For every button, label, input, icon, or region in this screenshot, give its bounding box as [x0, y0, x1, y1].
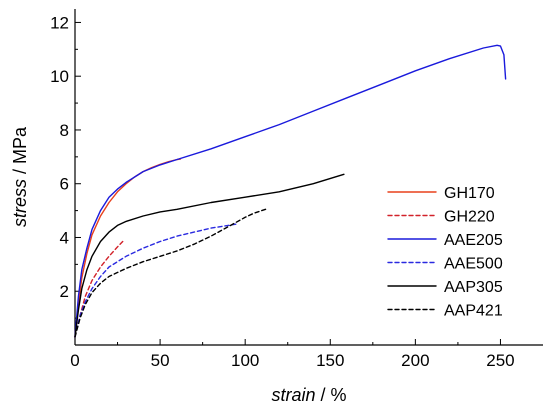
x-tick-label: 0 [70, 351, 79, 370]
x-axis-title: strain / % [271, 385, 346, 405]
legend-label: AAE205 [444, 232, 503, 249]
x-tick-label: 200 [401, 351, 429, 370]
y-axis-title: stress / MPa [10, 126, 30, 227]
y-axis-title-italic: stress [10, 179, 30, 227]
legend-label: GH220 [444, 209, 495, 226]
legend-label: AAE500 [444, 256, 503, 273]
y-axis-title-rest: / MPa [10, 126, 30, 179]
legend-label: AAP421 [444, 303, 503, 320]
plot-frame [74, 9, 543, 346]
y-ticks: 2 4 6 8 10 12 [50, 13, 81, 319]
x-tick-label: 50 [151, 351, 170, 370]
x-axis-title-rest: / % [316, 385, 347, 405]
x-axis-title-italic: strain [271, 385, 315, 405]
x-tick-label: 250 [486, 351, 514, 370]
y-tick-label: 10 [50, 67, 69, 86]
series-line-aae500 [74, 223, 238, 338]
x-tick-label: 100 [231, 351, 259, 370]
series-line-aae205 [74, 44, 507, 338]
y-tick-label: 12 [50, 13, 69, 32]
series-line-gh170 [74, 158, 182, 338]
series-line-aap305 [74, 173, 345, 338]
x-tick-label: 150 [316, 351, 344, 370]
legend: GH170 GH220 AAE205 AAE500 AAP305 AAP421 [387, 185, 503, 320]
series-line-aap421 [74, 208, 267, 338]
legend-label: GH170 [444, 185, 495, 202]
series-layer [74, 44, 507, 338]
legend-label: AAP305 [444, 279, 503, 296]
x-ticks: 0 50 100 150 200 250 [70, 339, 515, 370]
y-tick-label: 4 [60, 228, 69, 247]
y-tick-label: 8 [60, 121, 69, 140]
y-tick-label: 2 [60, 282, 69, 301]
y-tick-label: 6 [60, 175, 69, 194]
